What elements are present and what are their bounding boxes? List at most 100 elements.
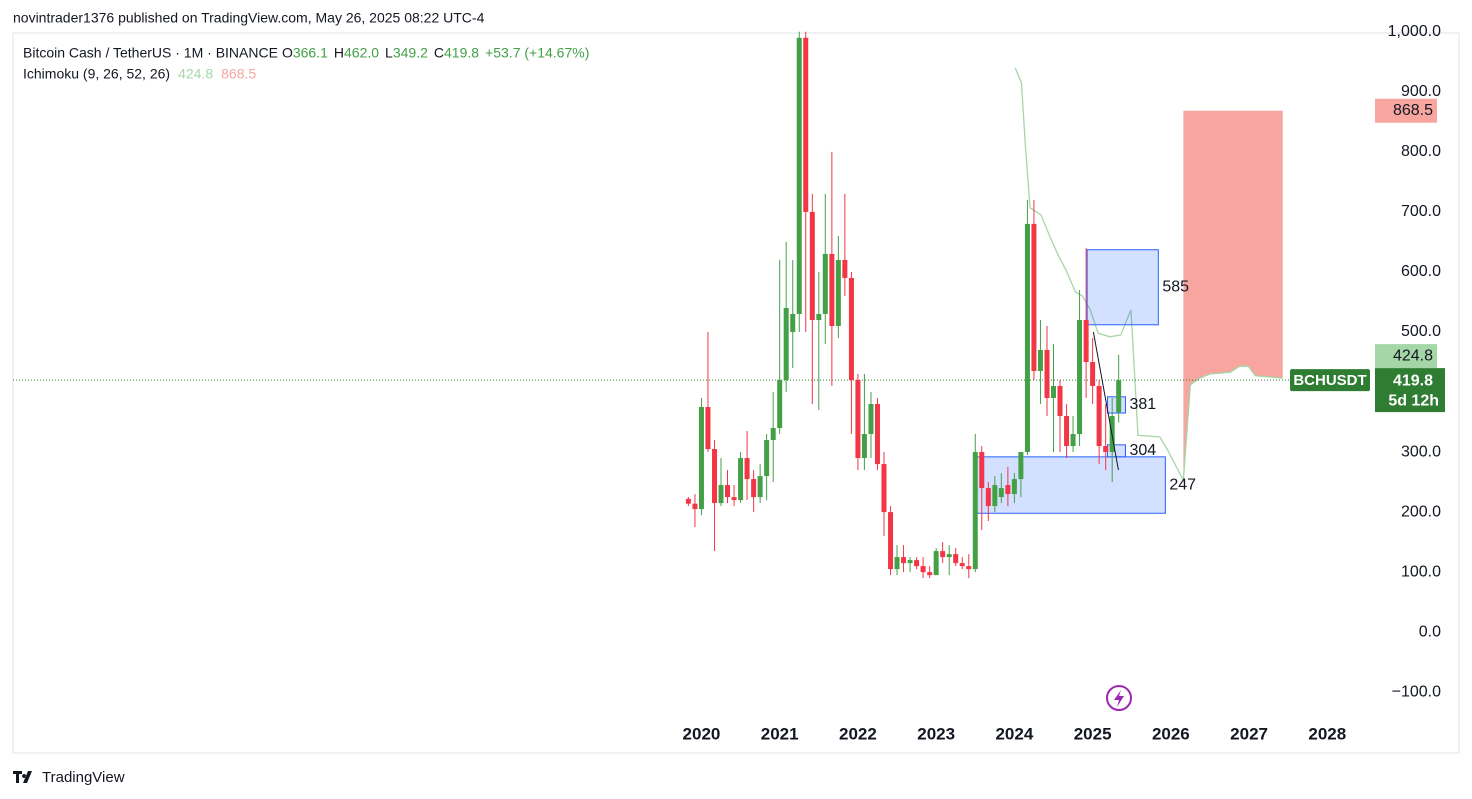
candle-body [829,253,835,326]
indicator-value: 424.8 [178,66,213,82]
zone-label: 585 [1162,278,1189,295]
candle-body [744,458,750,480]
candle-body [1057,386,1063,417]
candle-body [861,434,867,459]
zone-label: 304 [1129,442,1156,459]
candle-body [712,449,718,504]
legend-key: O [282,45,293,61]
x-tick-label: 2021 [761,724,799,743]
candle-body [757,476,763,498]
candle-body [1044,349,1050,399]
candle-body [920,566,926,573]
indicator-label: Ichimoku (9, 26, 52, 26) [23,66,170,82]
byline: novintrader1376 published on TradingView… [13,10,485,26]
candle-body [685,498,691,504]
candle-body [1077,319,1083,435]
candle-body [933,551,939,576]
legend-value: 419.8 [444,45,479,61]
x-tick-label: 2027 [1230,724,1268,743]
y-tick-label: 100.0 [1401,563,1441,580]
candle-body [848,277,854,381]
legend-key: H [334,45,344,61]
candle-body [1024,223,1030,453]
x-tick-label: 2024 [995,724,1033,743]
candle-body [842,259,848,278]
candle-body [972,452,978,570]
symbol-tag: BCHUSDT [1293,372,1366,389]
candle-body [692,503,698,510]
candle-body [927,572,933,576]
candle-body [979,452,985,489]
x-tick-label: 2028 [1308,724,1346,743]
lagging-price-label-bg [1375,344,1437,369]
candle-body [992,485,998,507]
candle-body [985,488,991,507]
x-tick-label: 2025 [1074,724,1112,743]
candle-body [1096,386,1102,447]
legend-value: 349.2 [393,45,428,61]
candle-body [822,253,828,314]
candle-body [731,497,737,501]
zone-box [1086,249,1159,326]
legend-key: C [434,45,444,61]
legend-change: +53.7 (+14.67%) [485,45,589,61]
lagging-price-label: 424.8 [1393,347,1433,364]
y-tick-label: 800.0 [1401,143,1441,160]
candle-body [946,554,952,558]
candle-body [940,551,946,558]
cloud-price-label: 868.5 [1393,102,1433,119]
candle-body [888,512,894,570]
candle-body [698,407,704,510]
y-tick-label: 900.0 [1401,83,1441,100]
candle-body [705,407,711,450]
candle-body [959,563,965,567]
candle-body [1090,361,1096,387]
candle-body [777,380,783,429]
legend-key: L [385,45,393,61]
candle-body [855,380,861,459]
candle-body [803,37,809,212]
candle-body [1103,446,1109,453]
candle-body [901,557,907,564]
y-tick-label: −100.0 [1392,683,1441,700]
candle-body [738,458,744,501]
zone-label: 247 [1169,476,1196,493]
x-tick-label: 2023 [917,724,955,743]
y-tick-label: 600.0 [1401,263,1441,280]
trend-line [1092,331,1119,471]
candle-body [1018,452,1024,480]
ichimoku-line [1014,67,1283,483]
candle-body [1037,349,1043,371]
candle-body [894,557,900,570]
candle-body [796,37,802,314]
current-price: 419.8 [1393,372,1433,389]
candle-body [914,560,920,567]
candle-body [718,485,724,504]
candle-body [751,479,757,498]
footer-logo: TradingView [13,769,125,786]
y-tick-label: 500.0 [1401,323,1441,340]
legend-symbol: Bitcoin Cash / TetherUS · 1M · BINANCE [23,45,278,61]
plot-area [13,31,1372,721]
legend-value: 462.0 [344,45,379,61]
legend-value: 366.1 [293,45,328,61]
indicator-value: 868.5 [221,66,256,82]
candle-body [809,211,815,320]
indicator-values: 424.8 868.5 [178,66,256,82]
legend-ohlc: O 366.1 H 462.0 L 349.2 C 419.8 +53.7 (+14.67%) [282,45,589,61]
zone-label: 381 [1129,396,1156,413]
footer-brand: TradingView [42,769,125,786]
candle-body [868,404,874,435]
y-tick-label: 1,000.0 [1388,23,1441,40]
current-price-bg [1375,368,1445,413]
cloud-price-label-bg [1375,98,1437,123]
x-tick-label: 2020 [683,724,721,743]
candle-body [770,428,776,441]
candle-body [725,485,731,498]
candle-body [764,440,770,477]
zone-box [975,456,1166,514]
symbol-tag-bg [1290,369,1370,392]
x-tick-label: 2026 [1152,724,1190,743]
chart-frame [12,32,1460,754]
